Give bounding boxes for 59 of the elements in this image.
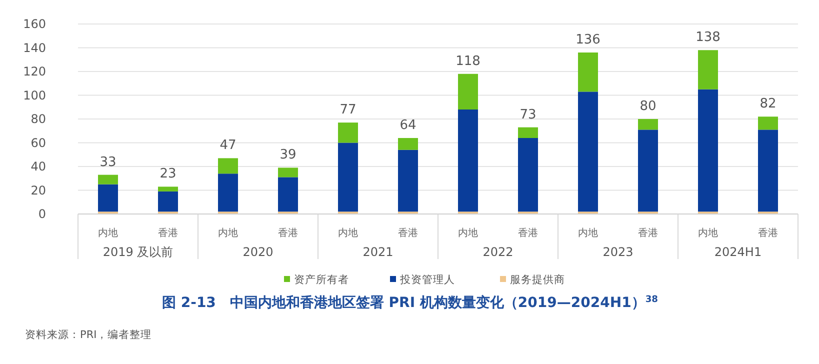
bar (758, 130, 778, 212)
bar (458, 74, 478, 110)
x-tick-label: 内地 (698, 227, 718, 239)
x-tick-label: 内地 (338, 227, 358, 239)
total-label: 118 (456, 54, 480, 69)
total-label: 73 (520, 107, 536, 122)
bar (518, 127, 538, 138)
bar (698, 89, 718, 212)
x-tick-label: 香港 (638, 227, 658, 239)
bar (278, 168, 298, 178)
text: 图 2-13 中国内地和香港地区签署 PRI 机构数量变化（2019—2024H1）$^{38}$ (162, 294, 658, 311)
x-tick-label: 香港 (398, 227, 418, 239)
bar (398, 138, 418, 150)
bar (158, 186, 178, 192)
x-tick-label: 内地 (218, 227, 238, 239)
total-label: 47 (220, 138, 236, 154)
bar (758, 116, 778, 130)
bar (458, 110, 478, 212)
bar (638, 130, 658, 212)
x-tick-label: 香港 (158, 227, 178, 239)
total-label: 23 (160, 166, 176, 182)
bar (218, 174, 238, 212)
text: 2023 (602, 245, 634, 259)
bar (638, 119, 658, 130)
bar (278, 177, 298, 212)
total-label: 82 (760, 96, 776, 112)
total-label: 138 (696, 30, 720, 46)
bar (98, 184, 118, 212)
text: 2024H1 (714, 245, 762, 259)
bar (338, 122, 358, 143)
bar (398, 150, 418, 212)
bar (98, 174, 118, 184)
bar (578, 52, 598, 92)
bar (518, 138, 538, 212)
x-tick-label: 香港 (758, 227, 778, 239)
x-tick-label: 香港 (278, 227, 298, 239)
text: 2021 (362, 245, 394, 259)
x-tick-label: 内地 (98, 227, 118, 239)
bar (338, 142, 358, 212)
bar (218, 158, 238, 174)
bar (698, 50, 718, 90)
bar (158, 191, 178, 212)
total-label: 77 (340, 102, 356, 118)
x-tick-label: 香港 (518, 227, 538, 239)
text: 2020 (242, 245, 274, 259)
total-label: 64 (400, 118, 416, 133)
text: 2019 及以前 (102, 245, 174, 259)
total-label: 33 (100, 154, 116, 170)
total-label: 80 (640, 99, 656, 114)
x-tick-label: 内地 (458, 227, 478, 239)
legend-label: 资产所有者 (294, 273, 349, 286)
legend-label: 投资管理人 (399, 274, 455, 286)
bar (578, 92, 598, 212)
x-tick-label: 内地 (578, 227, 598, 239)
total-label: 136 (576, 32, 600, 48)
text: 资料来源：PRI，编者整理 (25, 328, 152, 341)
total-label: 39 (280, 148, 296, 163)
text: 2022 (482, 245, 514, 259)
legend-label: 服务提供商 (510, 273, 565, 286)
